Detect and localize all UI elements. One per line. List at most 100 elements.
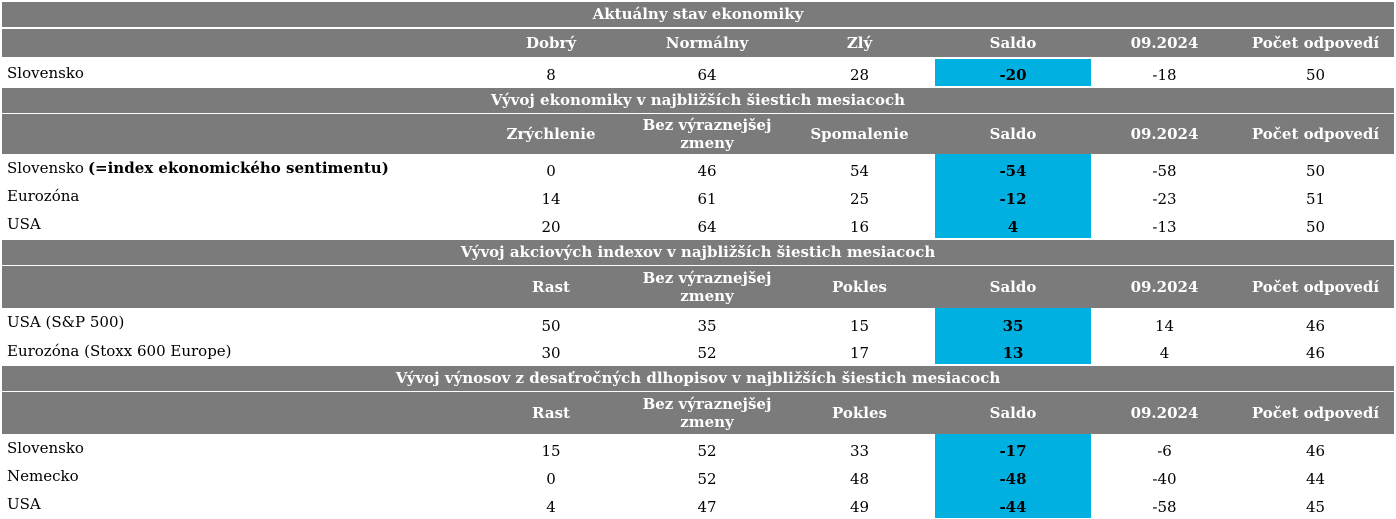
- column-header: Počet odpovedí: [1251, 34, 1380, 52]
- section-title: Vývoj výnosov z desaťročných dlhopisov v…: [2, 366, 1394, 391]
- row-label-bold: (=index ekonomického sentimentu): [87, 159, 389, 177]
- column-header: 09.2024: [1130, 404, 1199, 422]
- table-cell: 35: [697, 317, 717, 335]
- table-cell: 48: [849, 470, 870, 488]
- saldo-cell: -20: [935, 59, 1091, 86]
- table-cell: 50: [1305, 218, 1326, 236]
- column-header: Dobrý: [525, 34, 577, 52]
- table-row: Slovensko 15 52 33 -17 -6 46: [2, 434, 1394, 462]
- table-cell: -58: [1152, 498, 1177, 516]
- saldo-cell: -48: [935, 462, 1091, 490]
- table-cell: 61: [697, 190, 717, 208]
- row-label: USA: [7, 495, 41, 513]
- section-title: Vývoj akciových indexov v najbližších ši…: [2, 240, 1394, 265]
- column-header: Spomalenie: [810, 125, 909, 143]
- table-cell: 14: [541, 190, 561, 208]
- column-header: Počet odpovedí: [1251, 125, 1380, 143]
- table-cell: 15: [849, 317, 870, 335]
- table-cell: 15: [541, 442, 561, 460]
- table-cell: 52: [697, 470, 717, 488]
- header-row: Zrýchlenie Bez výraznejšej zmeny Spomale…: [2, 114, 1394, 154]
- row-label-text: Slovensko: [7, 159, 84, 177]
- table-cell: 54: [849, 162, 870, 180]
- row-label: Nemecko: [7, 467, 79, 485]
- table-cell: 0: [546, 470, 556, 488]
- table-cell: 46: [1305, 442, 1326, 460]
- table-cell: -6: [1157, 442, 1172, 460]
- column-header: 09.2024: [1130, 125, 1199, 143]
- column-header: Počet odpovedí: [1251, 278, 1380, 296]
- table-row: Slovensko 8 64 28 -20 -18 50: [2, 59, 1394, 86]
- column-header: 09.2024: [1130, 278, 1199, 296]
- saldo-cell: -44: [935, 490, 1091, 518]
- table-cell: 30: [541, 344, 561, 362]
- table-cell: 4: [546, 498, 556, 516]
- table-cell: 25: [849, 190, 870, 208]
- table-cell: 46: [1305, 344, 1326, 362]
- header-row: Dobrý Normálny Zlý Saldo 09.2024 Počet o…: [2, 29, 1394, 57]
- column-header: Saldo: [989, 34, 1037, 52]
- table-cell: 14: [1154, 317, 1175, 335]
- table-cell: 0: [546, 162, 556, 180]
- column-header: 09.2024: [1130, 34, 1199, 52]
- header-row: Rast Bez výraznejšej zmeny Pokles Saldo …: [2, 266, 1394, 308]
- table-cell: 4: [1159, 344, 1170, 362]
- table-cell: 16: [849, 218, 870, 236]
- table-cell: 64: [697, 218, 717, 236]
- saldo-cell: -12: [935, 182, 1091, 210]
- table-cell: 64: [697, 66, 717, 84]
- table-cell: 8: [546, 66, 556, 84]
- table-cell: 50: [1305, 162, 1326, 180]
- table-cell: 46: [697, 162, 717, 180]
- row-label: USA (S&P 500): [7, 313, 125, 331]
- table-cell: 50: [541, 317, 561, 335]
- table-cell: -58: [1152, 162, 1177, 180]
- column-header: Zrýchlenie: [506, 125, 596, 143]
- column-header: Pokles: [832, 278, 887, 296]
- row-label: Slovensko: [7, 64, 84, 82]
- row-label: Eurozóna (Stoxx 600 Europe): [7, 342, 232, 360]
- column-header: Bez výraznejšej zmeny: [642, 269, 772, 305]
- table-cell: -13: [1152, 218, 1177, 236]
- section-title: Vývoj ekonomiky v najbližších šiestich m…: [2, 88, 1394, 113]
- row-label: Eurozóna: [7, 187, 80, 205]
- table-row: Eurozóna 14 61 25 -12 -23 51: [2, 182, 1394, 210]
- column-header: Bez výraznejšej zmeny: [642, 395, 772, 431]
- header-row: Rast Bez výraznejšej zmeny Pokles Saldo …: [2, 392, 1394, 434]
- table-row: USA 20 64 16 4 -13 50: [2, 210, 1394, 238]
- row-label: Slovensko (=index ekonomického sentiment…: [2, 154, 502, 182]
- column-header: Normálny: [665, 34, 749, 52]
- table-cell: -23: [1152, 190, 1177, 208]
- column-header: Bez výraznejšej zmeny: [642, 116, 772, 152]
- table-cell: 46: [1305, 317, 1326, 335]
- table-cell: 49: [849, 498, 870, 516]
- table-cell: 20: [541, 218, 561, 236]
- column-header: Pokles: [832, 404, 887, 422]
- table-cell: 17: [849, 344, 870, 362]
- column-header: Rast: [532, 278, 570, 296]
- table-row: Nemecko 0 52 48 -48 -40 44: [2, 462, 1394, 490]
- table-row: USA (S&P 500) 50 35 15 35 14 46: [2, 308, 1394, 337]
- row-label: Slovensko: [7, 439, 84, 457]
- saldo-cell: 35: [935, 308, 1091, 337]
- saldo-cell: 13: [935, 337, 1091, 364]
- column-header: Rast: [532, 404, 570, 422]
- saldo-cell: -54: [935, 154, 1091, 182]
- table-row: Eurozóna (Stoxx 600 Europe) 30 52 17 13 …: [2, 337, 1394, 364]
- table-cell: 52: [697, 442, 717, 460]
- column-header: Saldo: [989, 278, 1037, 296]
- table-cell: 33: [849, 442, 870, 460]
- row-label: USA: [7, 215, 41, 233]
- table-cell: -18: [1152, 66, 1177, 84]
- table-cell: 28: [849, 66, 870, 84]
- table-cell: 44: [1305, 470, 1326, 488]
- saldo-cell: -17: [935, 434, 1091, 462]
- table-cell: 52: [697, 344, 717, 362]
- table-row: USA 4 47 49 -44 -58 45: [2, 490, 1394, 518]
- saldo-cell: 4: [935, 210, 1091, 238]
- column-header: Saldo: [989, 404, 1037, 422]
- column-header: Počet odpovedí: [1251, 404, 1380, 422]
- table-cell: 47: [697, 498, 717, 516]
- column-header: Zlý: [846, 34, 873, 52]
